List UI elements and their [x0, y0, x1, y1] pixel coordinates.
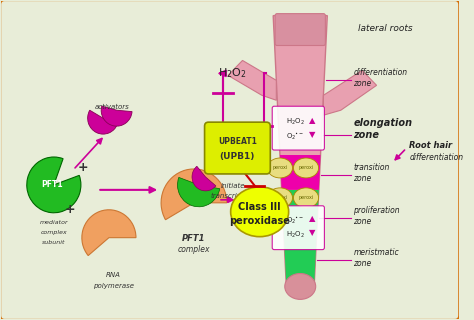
Text: lateral roots: lateral roots	[358, 24, 413, 33]
Text: meristmatic: meristmatic	[354, 248, 399, 257]
Text: mediator: mediator	[39, 220, 68, 225]
Text: +: +	[65, 203, 75, 216]
Polygon shape	[323, 70, 376, 115]
Text: elongation: elongation	[354, 118, 412, 128]
Text: H$_2$O$_2$: H$_2$O$_2$	[286, 117, 305, 127]
FancyBboxPatch shape	[205, 122, 270, 174]
Text: ▼: ▼	[309, 228, 315, 237]
Text: (UPB1): (UPB1)	[220, 151, 255, 161]
Polygon shape	[282, 190, 319, 284]
Ellipse shape	[293, 158, 319, 178]
Text: zone: zone	[354, 174, 372, 183]
Text: RNA: RNA	[106, 273, 121, 278]
Text: peroxi: peroxi	[273, 195, 288, 200]
Text: O$_2$$^{\bullet-}$: O$_2$$^{\bullet-}$	[286, 215, 304, 226]
Text: peroxi: peroxi	[299, 195, 314, 200]
Text: PFT1: PFT1	[41, 180, 63, 189]
Text: ▲: ▲	[309, 214, 315, 223]
Text: zone: zone	[354, 130, 379, 140]
Text: differentiation: differentiation	[354, 68, 408, 77]
Text: UPBEAT1: UPBEAT1	[218, 137, 257, 146]
Ellipse shape	[293, 188, 319, 208]
Text: proliferation: proliferation	[354, 206, 400, 215]
Text: Root hair: Root hair	[410, 140, 453, 149]
Ellipse shape	[267, 188, 292, 208]
Ellipse shape	[285, 274, 316, 300]
Text: transition: transition	[354, 164, 390, 172]
Text: ▲: ▲	[309, 116, 315, 125]
Text: zone: zone	[354, 79, 372, 88]
Wedge shape	[82, 210, 136, 256]
Text: ▼: ▼	[309, 130, 315, 139]
Polygon shape	[273, 16, 327, 284]
FancyBboxPatch shape	[272, 106, 324, 150]
Wedge shape	[27, 157, 81, 213]
Text: complex: complex	[40, 230, 67, 235]
Text: Class III: Class III	[238, 202, 281, 212]
Text: subunit: subunit	[42, 240, 65, 245]
Text: peroxi: peroxi	[273, 165, 288, 171]
Ellipse shape	[267, 158, 292, 178]
Wedge shape	[192, 166, 216, 191]
Text: H$_2$O$_2$: H$_2$O$_2$	[218, 67, 247, 80]
Text: H$_2$O$_2$: H$_2$O$_2$	[286, 229, 305, 240]
Wedge shape	[88, 110, 118, 134]
Wedge shape	[101, 106, 132, 126]
Text: O$_2$$^{\bullet-}$: O$_2$$^{\bullet-}$	[286, 131, 304, 141]
Text: differentiation: differentiation	[410, 153, 464, 162]
Text: initiate: initiate	[220, 183, 245, 189]
Text: PFT1: PFT1	[182, 234, 206, 243]
Text: peroxidase: peroxidase	[229, 216, 290, 226]
Text: complex: complex	[178, 245, 210, 254]
Wedge shape	[161, 169, 227, 220]
FancyBboxPatch shape	[272, 206, 324, 250]
Text: peroxi: peroxi	[299, 165, 314, 171]
Polygon shape	[228, 60, 276, 100]
FancyBboxPatch shape	[0, 0, 461, 320]
Ellipse shape	[231, 187, 289, 237]
Text: zone: zone	[354, 259, 372, 268]
Text: transcription: transcription	[210, 193, 255, 199]
Text: +: +	[78, 162, 88, 174]
Text: zone: zone	[354, 217, 372, 226]
Polygon shape	[280, 155, 320, 190]
FancyBboxPatch shape	[275, 14, 325, 45]
Wedge shape	[178, 177, 220, 207]
Text: polymerase: polymerase	[93, 284, 134, 290]
Text: activators: activators	[94, 104, 129, 110]
